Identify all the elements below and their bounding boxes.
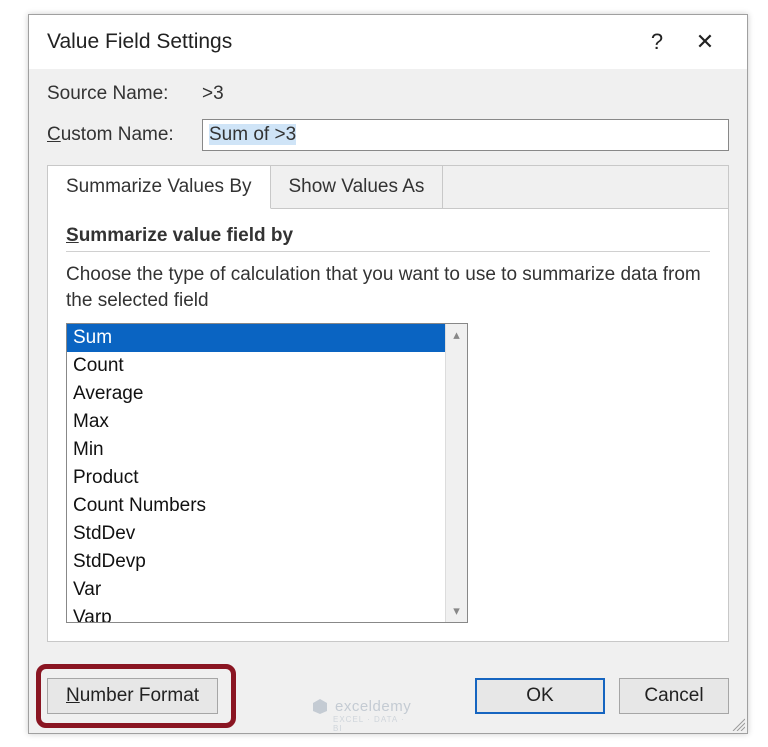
tabstrip: Summarize Values By Show Values As	[48, 166, 728, 209]
close-icon[interactable]: ✕	[681, 29, 729, 55]
calculation-list-items: Sum Count Average Max Min Product Count …	[67, 324, 445, 622]
section-title-text: ummarize value field by	[79, 225, 293, 246]
list-item[interactable]: Min	[67, 436, 445, 464]
custom-name-row: Custom Name: Sum of >3	[47, 119, 729, 151]
list-item[interactable]: StdDevp	[67, 548, 445, 576]
list-item[interactable]: Product	[67, 464, 445, 492]
dialog-body: Source Name: >3 Custom Name: Sum of >3 S…	[29, 69, 747, 642]
ok-button[interactable]: OK	[475, 678, 605, 714]
list-item[interactable]: Var	[67, 576, 445, 604]
help-icon[interactable]: ?	[633, 29, 681, 55]
custom-name-label-text: ustom Name:	[61, 124, 174, 145]
number-format-label: umber Format	[80, 685, 199, 706]
calculation-listbox[interactable]: Sum Count Average Max Min Product Count …	[66, 323, 468, 623]
list-item[interactable]: Count	[67, 352, 445, 380]
dialog-title: Value Field Settings	[47, 30, 633, 54]
source-name-value: >3	[202, 83, 224, 105]
source-name-row: Source Name: >3	[47, 83, 729, 105]
custom-name-label: Custom Name:	[47, 124, 202, 146]
custom-name-input[interactable]: Sum of >3	[202, 119, 729, 151]
titlebar: Value Field Settings ? ✕	[29, 15, 747, 69]
dialog-footer: Number Format OK Cancel	[29, 659, 747, 733]
section-title: Summarize value field by	[66, 225, 710, 247]
scroll-down-icon[interactable]: ▾	[446, 600, 467, 622]
section-description: Choose the type of calculation that you …	[66, 262, 710, 313]
section-title-hotkey: S	[66, 225, 79, 246]
list-item[interactable]: Sum	[67, 324, 445, 352]
tabs-container: Summarize Values By Show Values As Summa…	[47, 165, 729, 642]
custom-name-value: Sum of >3	[209, 124, 296, 145]
tabstrip-spacer	[443, 166, 728, 208]
list-item[interactable]: Count Numbers	[67, 492, 445, 520]
tab-summarize-values-by[interactable]: Summarize Values By	[48, 166, 271, 209]
list-item[interactable]: Varp	[67, 604, 445, 622]
cancel-button[interactable]: Cancel	[619, 678, 729, 714]
list-item[interactable]: Max	[67, 408, 445, 436]
source-name-label: Source Name:	[47, 83, 202, 105]
value-field-settings-dialog: Value Field Settings ? ✕ Source Name: >3…	[28, 14, 748, 734]
scroll-up-icon[interactable]: ▴	[446, 324, 467, 346]
list-item[interactable]: StdDev	[67, 520, 445, 548]
custom-name-hotkey: C	[47, 124, 61, 145]
tab-body: Summarize value field by Choose the type…	[48, 209, 728, 641]
list-item[interactable]: Average	[67, 380, 445, 408]
resize-grip-icon[interactable]	[729, 715, 745, 731]
section-divider	[66, 251, 710, 252]
number-format-hotkey: N	[66, 685, 80, 706]
listbox-scrollbar[interactable]: ▴ ▾	[445, 324, 467, 622]
number-format-button[interactable]: Number Format	[47, 678, 218, 714]
tab-show-values-as[interactable]: Show Values As	[271, 166, 444, 208]
